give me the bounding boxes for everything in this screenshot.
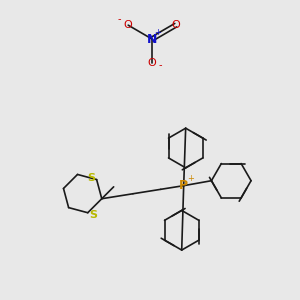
Text: -: - xyxy=(118,14,121,24)
Text: O: O xyxy=(148,58,156,68)
Text: S: S xyxy=(90,210,98,220)
Text: +: + xyxy=(154,28,161,37)
Text: +: + xyxy=(187,174,194,183)
Text: O: O xyxy=(124,20,133,30)
Text: S: S xyxy=(88,172,96,183)
Text: P: P xyxy=(179,179,188,192)
Text: N: N xyxy=(147,32,157,46)
Text: -: - xyxy=(158,60,162,70)
Text: O: O xyxy=(171,20,180,30)
